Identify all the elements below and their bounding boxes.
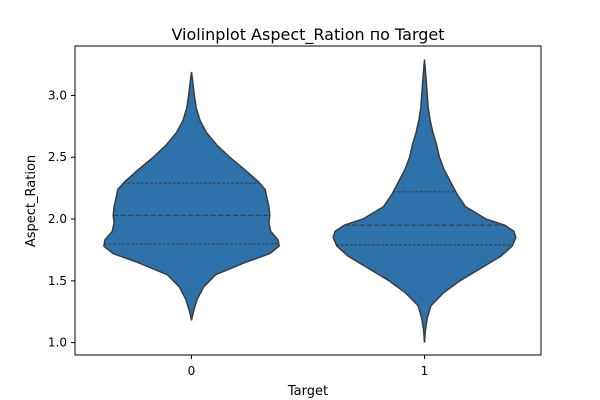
x-tick-label-1: 1 [421, 364, 429, 378]
x-axis-label: Target [287, 384, 328, 399]
violin-1 [332, 59, 517, 343]
y-tick-label-2.0: 2.0 [48, 212, 67, 226]
y-tick-label-3.0: 3.0 [48, 88, 67, 102]
y-tick-label-2.5: 2.5 [48, 150, 67, 164]
plot-frame [74, 45, 542, 356]
y-tick-label-1.5: 1.5 [48, 274, 67, 288]
x-tick-label-0: 0 [188, 364, 196, 378]
chart-title: Violinplot Aspect_Ration по Target [171, 25, 444, 45]
y-axis-label: Aspect_Ration [24, 155, 39, 247]
violin-0 [103, 71, 280, 321]
y-tick-label-1.0: 1.0 [48, 336, 67, 350]
